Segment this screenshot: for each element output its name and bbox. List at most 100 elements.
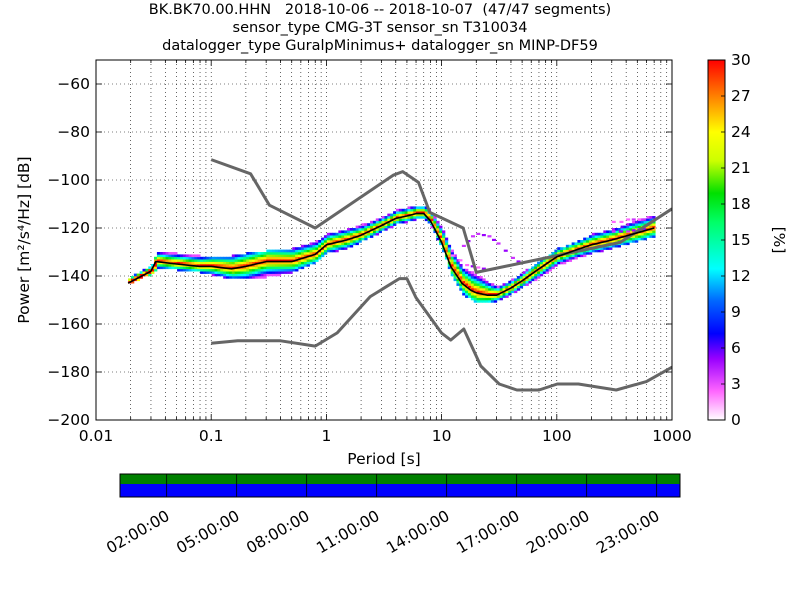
- psd-cell: [617, 235, 621, 238]
- psd-cell: [211, 268, 215, 272]
- psd-cell: [249, 256, 253, 260]
- psd-cell: [280, 254, 285, 258]
- psd-cell: [361, 228, 365, 231]
- psd-cell: [505, 292, 509, 296]
- psd-cell: [407, 206, 411, 210]
- psd-cell: [269, 254, 273, 258]
- psd-cell: [603, 237, 607, 241]
- psd-cell: [442, 232, 446, 236]
- psd-cell: [453, 264, 457, 267]
- psd-cell: [251, 266, 256, 270]
- psd-cell: [459, 264, 463, 267]
- psd-cell: [493, 290, 498, 294]
- psd-cell: [528, 271, 532, 274]
- psd-cell: [243, 271, 247, 274]
- psd-cell: [226, 273, 230, 277]
- psd-cell: [309, 252, 313, 255]
- psd-cell: [554, 249, 558, 253]
- psd-anomaly-cell: [450, 254, 455, 257]
- psd-cell: [280, 271, 285, 274]
- psd-cell: [249, 273, 253, 277]
- psd-cell: [269, 273, 273, 277]
- psd-cell: [493, 288, 498, 291]
- psd-cell: [182, 261, 187, 265]
- psd-cell: [496, 295, 501, 298]
- psd-cell: [338, 237, 342, 241]
- psd-cell: [277, 261, 282, 265]
- psd-cell: [237, 271, 241, 274]
- psd-cell: [493, 297, 498, 301]
- psd-cell: [349, 240, 354, 243]
- psd-cell: [643, 235, 647, 238]
- psd-cell: [467, 292, 472, 296]
- psd-cell: [560, 256, 564, 260]
- psd-cell: [637, 232, 642, 236]
- psd-cell: [482, 295, 486, 298]
- psd-cell: [485, 292, 489, 296]
- psd-cell: [525, 271, 529, 274]
- psd-cell: [499, 290, 503, 294]
- psd-cell: [565, 247, 570, 250]
- psd-cell: [154, 264, 158, 267]
- psd-cell: [145, 273, 149, 277]
- psd-cell: [289, 259, 293, 262]
- psd-cell: [401, 208, 405, 212]
- psd-cell: [537, 261, 541, 265]
- psd-cell: [560, 261, 564, 265]
- psd-cell: [231, 264, 236, 267]
- psd-cell: [280, 266, 285, 270]
- psd-cell: [465, 290, 469, 294]
- psd-cell: [306, 249, 310, 253]
- psd-cell: [375, 223, 380, 226]
- psd-cell: [450, 261, 454, 265]
- psd-cell: [557, 261, 561, 265]
- psd-cell: [467, 295, 472, 298]
- psd-cell: [139, 273, 143, 277]
- psd-cell: [243, 266, 247, 270]
- psd-cell: [603, 235, 607, 238]
- psd-cell: [505, 285, 509, 289]
- psd-cell: [220, 273, 224, 277]
- psd-cell: [228, 261, 233, 265]
- psd-cell: [597, 232, 601, 236]
- psd-cell: [174, 259, 178, 262]
- psd-cell: [364, 237, 368, 241]
- time-coverage-bar: 02:00:00 05:00:00 08:00:00 11:00:00 14:00:00…: [103, 473, 681, 557]
- psd-cell: [263, 271, 267, 274]
- psd-cell: [629, 237, 633, 241]
- psd-cell: [482, 283, 486, 286]
- psd-cell: [274, 271, 279, 274]
- coverage-frame: [119, 473, 681, 498]
- psd-cell: [200, 268, 204, 272]
- psd-cell: [260, 254, 264, 258]
- psd-cell: [439, 235, 443, 238]
- psd-cell: [534, 273, 538, 277]
- psd-cell: [240, 268, 244, 272]
- psd-cell: [393, 211, 397, 214]
- psd-cell: [280, 259, 285, 262]
- psd-cell: [249, 259, 253, 262]
- psd-cell: [220, 259, 224, 262]
- psd-cell: [467, 280, 472, 284]
- psd-anomaly-cell: [476, 232, 481, 235]
- psd-cell: [344, 235, 348, 238]
- psd-cell: [205, 268, 210, 272]
- psd-cell: [254, 254, 259, 258]
- psd-cell: [295, 249, 299, 253]
- time-tick-label: 05:00:00: [173, 507, 242, 557]
- psd-cell: [421, 211, 426, 214]
- psd-anomaly-cell: [611, 220, 616, 223]
- psd-cell: [341, 232, 345, 236]
- psd-cell: [312, 261, 316, 265]
- psd-cell: [539, 268, 544, 272]
- psd-cell: [306, 259, 310, 262]
- psd-cell: [286, 264, 290, 267]
- psd-cell: [323, 240, 328, 243]
- psd-cell: [502, 295, 506, 298]
- psd-cell: [191, 261, 195, 265]
- psd-cell: [257, 276, 261, 279]
- psd-cell: [309, 247, 313, 250]
- psd-cell: [272, 261, 276, 265]
- psd-cell: [505, 290, 509, 294]
- psd-cell: [519, 278, 524, 282]
